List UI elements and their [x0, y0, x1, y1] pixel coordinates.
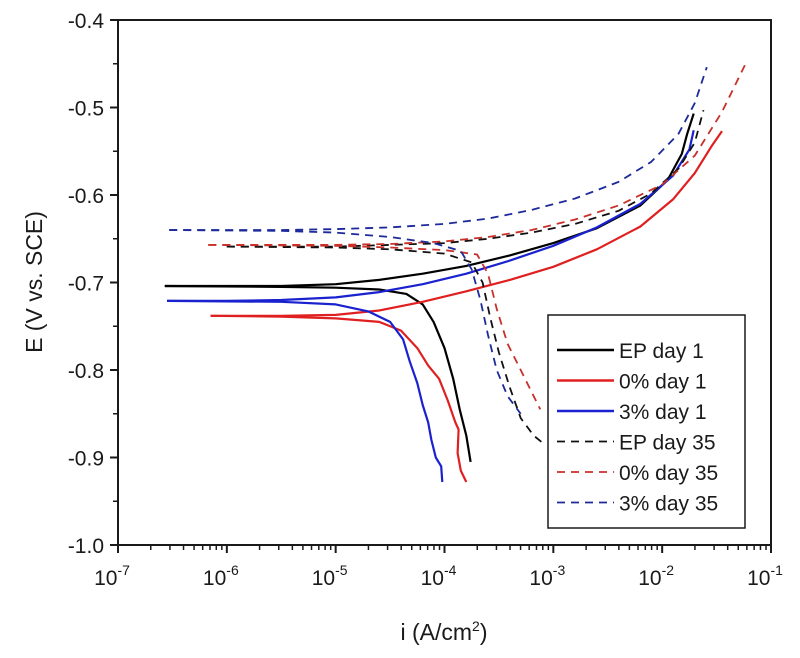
legend: EP day 1 0% day 1 3% day 1 EP day 35 0% day …: [547, 314, 746, 529]
series-3pct-day-1-anodic: [167, 130, 695, 302]
series-0pct-day-1-cathodic: [210, 314, 468, 483]
series-3pct-day-1-cathodic: [166, 299, 444, 483]
y-tick-label: -0.4: [68, 10, 105, 33]
x-tick-label: 10-5: [312, 562, 348, 590]
series-0pct-day-1-anodic: [210, 130, 723, 317]
legend-label-ep-day-35: EP day 35: [619, 432, 716, 455]
y-tick-label: -0.6: [68, 185, 104, 208]
y-tick-label: -0.7: [68, 273, 104, 296]
series-0pct-day-35-cathodic: [208, 244, 542, 410]
x-axis-title: i (A/cm2): [400, 618, 487, 645]
legend-label-3pct-day-35: 3% day 35: [619, 493, 718, 516]
series-ep-day-35-cathodic: [226, 245, 546, 446]
x-tick-label: 10-1: [747, 562, 783, 590]
series-0pct-day-35-anodic: [208, 62, 747, 246]
series-3pct-day-35-cathodic: [169, 229, 522, 415]
x-tick-label: 10-4: [421, 562, 457, 590]
y-tick-label: -0.9: [68, 448, 104, 471]
y-axis-title: E (V vs. SCE): [21, 211, 47, 353]
legend-label-0pct-day-1: 0% day 1: [619, 371, 707, 394]
x-tick-label: 10-3: [529, 562, 565, 590]
y-tick-label: -0.5: [68, 98, 104, 121]
y-tick-label: -0.8: [68, 360, 104, 383]
x-tick-label: 10-2: [638, 562, 674, 590]
series-ep-day-1-anodic: [164, 113, 695, 288]
series-ep-day-35-anodic: [226, 109, 705, 248]
legend-label-ep-day-1: EP day 1: [619, 340, 704, 363]
y-axis: -0.4 -0.5 -0.6 -0.7 -0.8 -0.9 -1.0: [68, 10, 118, 558]
x-tick-label: 10-6: [203, 562, 239, 590]
x-tick-label: 10-7: [94, 562, 130, 590]
curves-layer: [164, 62, 747, 483]
series-3pct-day-35-anodic: [169, 66, 708, 231]
x-axis: 10-7 10-6 10-5 10-4 10-3 10-2 10-1: [94, 545, 783, 590]
series-ep-day-1-cathodic: [164, 284, 472, 463]
legend-label-3pct-day-1: 3% day 1: [619, 401, 707, 424]
y-tick-label: -1.0: [68, 535, 104, 558]
legend-label-0pct-day-35: 0% day 35: [619, 462, 718, 485]
